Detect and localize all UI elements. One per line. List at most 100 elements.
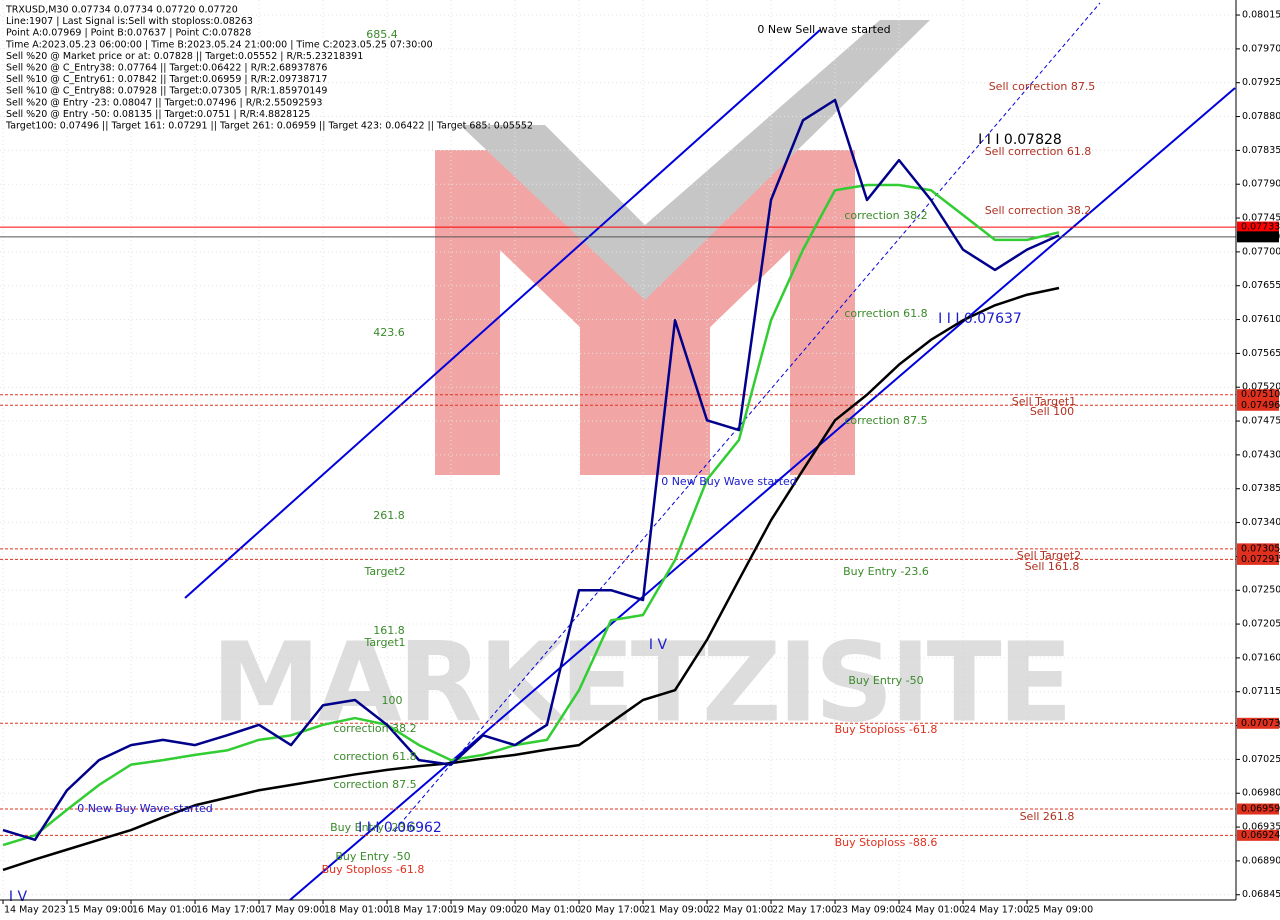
info-line: Time A:2023.05.23 06:00:00 | Time B:2023… [5,39,433,50]
y-tick-label: 0.07025 [1242,754,1280,765]
info-line: Line:1907 | Last Signal is:Sell with sto… [6,16,253,27]
annotation: Buy Entry -50 [848,674,923,687]
info-line: Sell %10 @ C_Entry61: 0.07842 || Target:… [6,74,327,85]
annotation: correction 38.2 [844,209,927,222]
annotation: 0 New Buy Wave started [661,475,797,488]
annotation: Sell correction 61.8 [985,145,1092,158]
y-tick-label: 0.07160 [1242,652,1280,663]
x-tick-label: 21 May 09:00 [644,905,709,916]
price-box [1237,803,1279,815]
annotation: 0 New Sell wave started [757,23,890,36]
info-line: Sell %20 @ Entry -23: 0.08047 || Target:… [6,97,322,108]
x-tick-label: 19 May 09:00 [452,905,517,916]
y-tick-label: 0.07475 [1242,416,1280,427]
watermark-logo [435,20,930,475]
x-tick-label: 17 May 09:00 [260,905,325,916]
y-tick-label: 0.07700 [1242,246,1280,257]
annotation: correction 87.5 [844,414,927,427]
annotation: correction 61.8 [333,750,416,763]
series-line [2,286,1060,872]
x-tick-label: 24 May 01:00 [900,905,965,916]
y-tick-label: 0.07880 [1242,111,1280,122]
annotation: Sell Target2 [1017,549,1081,562]
y-tick-label: 0.07925 [1242,77,1280,88]
price-box-label: 0.07291 [1241,554,1280,565]
x-tick-label: 15 May 09:00 [68,905,133,916]
annotation: 100 [382,694,403,707]
annotation: I I I 0.07828 [978,132,1062,148]
y-tick-label: 0.07115 [1242,686,1280,697]
levels [0,226,1236,836]
annotation: Buy Stoploss -61.8 [835,723,938,736]
x-tick-label: 16 May 17:00 [196,905,261,916]
y-tick-label: 0.07610 [1242,314,1280,325]
price-box-label: 0.06924 [1241,830,1280,841]
price-box [1237,231,1279,243]
y-tick-label: 0.08015 [1242,10,1280,21]
y-tick-label: 0.07745 [1242,213,1280,224]
annotation: Buy Stoploss -88.6 [835,836,938,849]
price-box-label: 0.07720 [1241,231,1280,242]
axes: 0.08015 0.07970 0.07925 0.07880 0.07835 0.077… [2,10,1280,916]
info-line: TRXUSD,M30 0.07734 0.07734 0.07720 0.077… [5,5,238,16]
info-line: Point A:0.07969 | Point B:0.07637 | Poin… [6,28,251,39]
price-box-label: 0.07510 [1241,389,1280,400]
annotation: 261.8 [373,509,405,522]
annotation: Target1 [363,636,405,649]
y-tick-label: 0.07385 [1242,483,1280,494]
annotation: correction 61.8 [844,307,927,320]
annotation: Sell 261.8 [1020,810,1075,823]
x-tick-label: 22 May 01:00 [708,905,773,916]
annotation: Buy Stoploss -61.8 [322,863,425,876]
price-box [1237,389,1279,401]
x-tick-label: 20 May 01:00 [516,905,581,916]
logo-chevron [500,150,790,390]
info-line: Sell %20 @ C_Entry38: 0.07764 || Target:… [6,63,327,74]
y-tick-label: 0.07565 [1242,348,1280,359]
y-tick-label: 0.07655 [1242,280,1280,291]
logo-bar [435,150,500,475]
price-box [1237,553,1279,565]
annotation: I V [649,637,668,653]
annotation: Sell 161.8 [1025,560,1080,573]
y-tick-label: 0.07250 [1242,585,1280,596]
y-tick-label: 0.07835 [1242,145,1280,156]
x-tick-label: 22 May 17:00 [772,905,837,916]
price-box-label: 0.07496 [1241,400,1280,411]
annotation: Sell 100 [1030,405,1074,418]
series-line [2,98,1060,842]
watermark-text: MARKETZISITE [211,618,1069,746]
y-tick-label: 0.07520 [1242,382,1280,393]
lines [2,98,1060,872]
annotations: 685.4 0 New Sell wave started Sell correct… [9,23,1095,905]
price-box-label: 0.06959 [1241,804,1280,815]
annotation: Buy Entry -50 [335,850,410,863]
annotation: Sell Target1 [1012,395,1076,408]
y-tick-label: 0.06890 [1242,855,1280,866]
info-line: Sell %20 @ Market price or at: 0.07828 |… [6,51,363,62]
logo-bar [790,150,855,475]
price-box [1237,399,1279,411]
price-box-label: 0.07305 [1241,543,1280,554]
info-line: Target100: 0.07496 || Target 161: 0.0729… [5,121,533,132]
annotation: I I I 0.06962 [358,820,442,836]
price-box-label: 0.07073 [1241,718,1280,729]
annotation: 0 New Buy Wave started [77,802,213,815]
annotation: Buy Entry -23.6 [843,565,929,578]
x-tick-label: 18 May 17:00 [388,905,453,916]
x-tick-label: 18 May 01:00 [324,905,389,916]
annotation: 161.8 [373,624,405,637]
y-tick-label: 0.07340 [1242,517,1280,528]
x-tick-label: 23 May 09:00 [836,905,901,916]
y-tick-label: 0.06980 [1242,788,1280,799]
info-panel: TRXUSD,M30 0.07734 0.07734 0.07720 0.077… [5,5,533,132]
annotation: I V [9,889,28,905]
annotation: I I I 0.07637 [938,311,1022,327]
logo-gray [460,20,930,300]
info-line: Sell %20 @ Entry -50: 0.08135 || Target:… [6,109,310,120]
price-box [1237,717,1279,729]
price-box [1237,829,1279,841]
annotation: Sell correction 38.2 [985,204,1092,217]
